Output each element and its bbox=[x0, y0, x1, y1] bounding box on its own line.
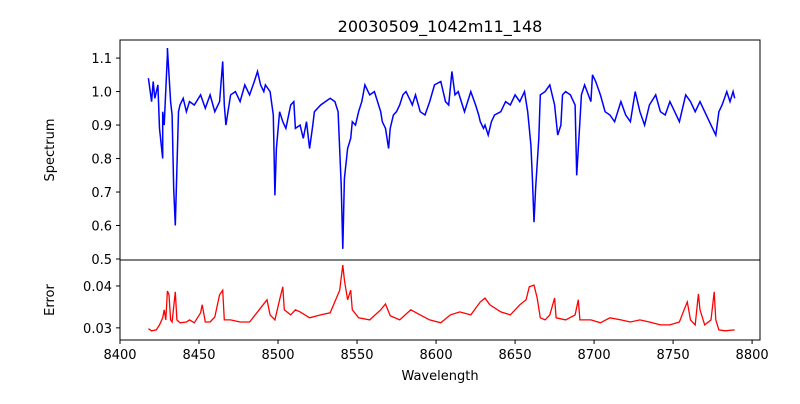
x-tick-label: 8400 bbox=[103, 348, 136, 363]
bottom-y-ticks: 0.03 0.04 bbox=[83, 280, 120, 337]
y-tick-label: 0.6 bbox=[91, 220, 112, 235]
y-tick-label: 1.1 bbox=[91, 52, 112, 67]
x-tick-label: 8450 bbox=[182, 348, 215, 363]
y-tick-label: 0.7 bbox=[91, 186, 112, 201]
y-tick-label: 0.03 bbox=[83, 322, 112, 337]
bottom-axes-frame bbox=[119, 259, 761, 341]
x-tick-label: 8700 bbox=[578, 348, 611, 363]
x-tick-label: 8750 bbox=[657, 348, 690, 363]
x-tick-label: 8650 bbox=[499, 348, 532, 363]
x-tick-label: 8800 bbox=[736, 348, 769, 363]
error-line bbox=[148, 264, 735, 332]
chart-title: 20030509_1042m11_148 bbox=[338, 17, 543, 37]
bottom-y-label: Error bbox=[43, 284, 58, 316]
top-axes-frame bbox=[119, 39, 761, 261]
x-ticks: 8400 8450 8500 8550 8600 8650 8700 8750 8800 bbox=[103, 340, 769, 363]
x-axis-label: Wavelength bbox=[401, 369, 478, 384]
x-tick-label: 8600 bbox=[420, 348, 453, 363]
top-y-ticks: 0.5 0.6 0.7 0.8 0.9 1.0 1.1 bbox=[91, 52, 120, 268]
y-tick-label: 0.5 bbox=[91, 253, 112, 268]
y-tick-label: 0.04 bbox=[83, 280, 112, 295]
spectrum-line bbox=[147, 47, 736, 249]
top-y-label: Spectrum bbox=[43, 119, 58, 182]
y-tick-label: 1.0 bbox=[91, 86, 112, 101]
y-tick-label: 0.9 bbox=[91, 119, 112, 134]
y-tick-label: 0.8 bbox=[91, 153, 112, 168]
x-tick-label: 8550 bbox=[340, 348, 373, 363]
x-tick-label: 8500 bbox=[261, 348, 294, 363]
